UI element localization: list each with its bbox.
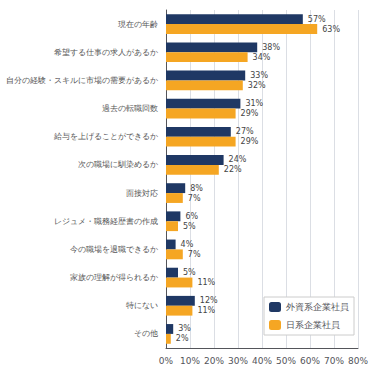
svg-text:27%: 27%: [236, 127, 254, 136]
svg-text:29%: 29%: [241, 137, 259, 146]
svg-text:家族の理解が得られるか: 家族の理解が得られるか: [70, 273, 158, 282]
svg-text:22%: 22%: [224, 165, 242, 174]
svg-text:63%: 63%: [322, 25, 340, 34]
svg-text:3%: 3%: [178, 324, 191, 333]
svg-text:32%: 32%: [248, 81, 266, 90]
svg-text:38%: 38%: [262, 43, 280, 52]
svg-text:7%: 7%: [188, 194, 201, 203]
svg-text:自分の経験・スキルに市場の需要があるか: 自分の経験・スキルに市場の需要があるか: [6, 76, 158, 85]
svg-text:現在の年齢: 現在の年齢: [118, 20, 158, 29]
svg-text:6%: 6%: [185, 212, 198, 221]
svg-text:80%: 80%: [348, 356, 368, 366]
svg-text:5%: 5%: [183, 268, 196, 277]
svg-text:給与を上げることができるか: 給与を上げることができるか: [53, 132, 158, 141]
svg-text:12%: 12%: [200, 296, 218, 305]
svg-text:4%: 4%: [181, 240, 194, 249]
svg-text:11%: 11%: [197, 278, 215, 287]
svg-text:30%: 30%: [228, 356, 248, 366]
svg-text:7%: 7%: [188, 250, 201, 259]
svg-text:33%: 33%: [250, 71, 268, 80]
svg-text:外資系企業社員: 外資系企業社員: [286, 302, 349, 312]
svg-text:過去の転職回数: 過去の転職回数: [102, 104, 158, 113]
svg-text:レジュメ・職務経歴書の作成: レジュメ・職務経歴書の作成: [54, 217, 158, 226]
svg-text:特にない: 特にない: [126, 301, 158, 310]
svg-text:31%: 31%: [245, 99, 263, 108]
svg-text:24%: 24%: [229, 155, 247, 164]
svg-text:60%: 60%: [300, 356, 320, 366]
svg-text:70%: 70%: [324, 356, 344, 366]
svg-text:今の職場を退職できるか: 今の職場を退職できるか: [70, 245, 158, 254]
svg-text:11%: 11%: [197, 306, 215, 315]
svg-text:34%: 34%: [253, 53, 271, 62]
svg-text:希望する仕事の求人があるか: 希望する仕事の求人があるか: [54, 48, 158, 57]
svg-text:50%: 50%: [276, 356, 296, 366]
svg-text:5%: 5%: [183, 222, 196, 231]
svg-text:次の職場に馴染めるか: 次の職場に馴染めるか: [78, 160, 158, 169]
svg-text:日系企業社員: 日系企業社員: [286, 320, 340, 330]
svg-text:10%: 10%: [180, 356, 200, 366]
svg-text:40%: 40%: [252, 356, 272, 366]
svg-text:面接対応: 面接対応: [126, 189, 158, 198]
svg-text:57%: 57%: [308, 15, 326, 24]
svg-text:その他: その他: [134, 329, 158, 338]
svg-text:0%: 0%: [159, 356, 174, 366]
svg-text:8%: 8%: [190, 184, 203, 193]
svg-text:29%: 29%: [241, 109, 259, 118]
svg-text:20%: 20%: [204, 356, 224, 366]
svg-text:2%: 2%: [176, 334, 189, 343]
